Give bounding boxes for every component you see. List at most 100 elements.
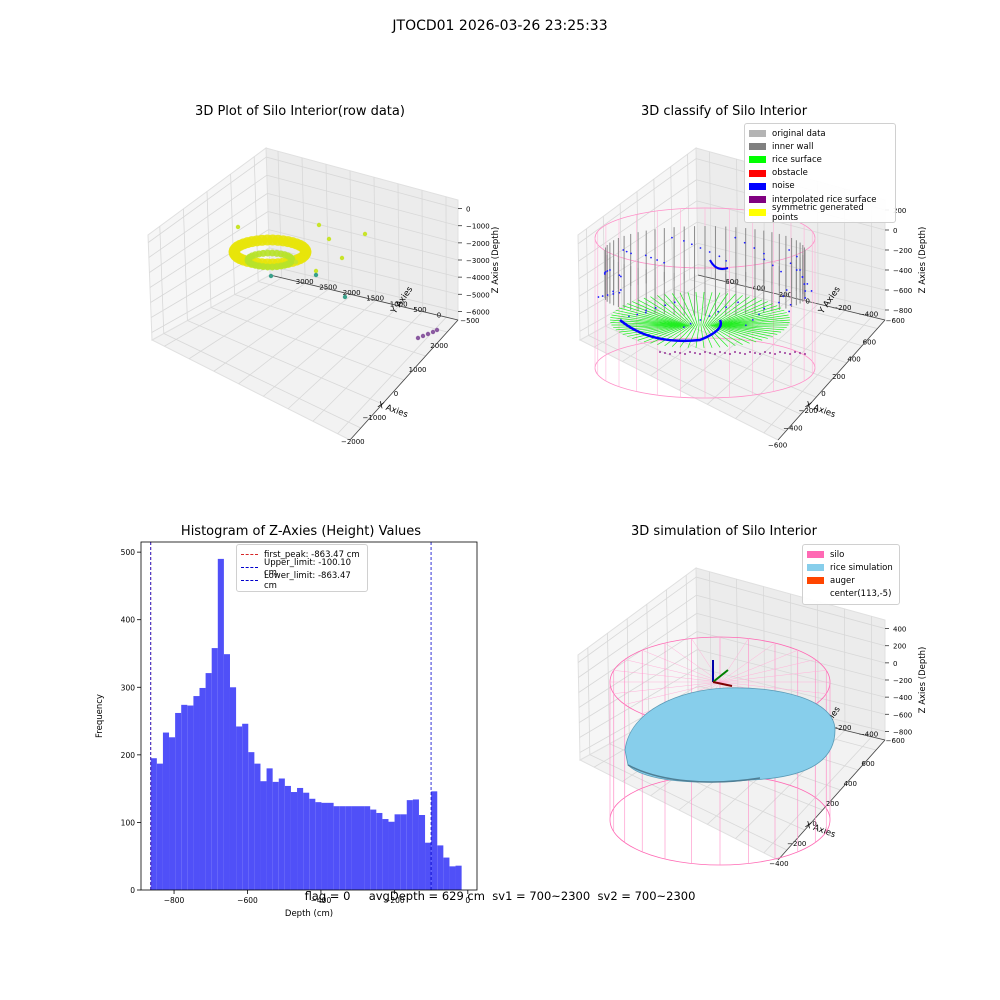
legend-item-inner-wall: inner wall (749, 140, 891, 153)
histogram-legend: first_peak: -863.47 cm Upper_limit: -100… (236, 544, 368, 592)
legend-item-original-data: original data (749, 127, 891, 140)
rice-surface-point (704, 292, 721, 326)
z-tick-label: 0 (893, 227, 897, 235)
noise-cluster (709, 259, 729, 270)
x-gridline (234, 294, 426, 357)
y-tick-label: 3000 (296, 278, 314, 286)
x-tick-label: −2000 (341, 438, 365, 446)
raw-data-point (339, 255, 345, 261)
interpolated-surface-point (804, 353, 806, 355)
rice-surface-point (707, 294, 736, 326)
y-tick-label: 400 (121, 616, 136, 625)
y-tick-label: 300 (121, 683, 136, 692)
rice-surface-point (700, 324, 705, 349)
legend-item-center: center(113,-5) (830, 589, 892, 600)
y-gridline (763, 736, 872, 854)
z-gridline (267, 211, 459, 261)
z-axis-label: Z Axies (Depth) (491, 227, 500, 294)
rice-surface-point (695, 291, 700, 326)
x-axis-line (777, 739, 886, 861)
rice-surface-point (717, 305, 778, 326)
noise-point (810, 290, 813, 292)
panel-title-simulation: 3D simulation of Silo Interior (631, 524, 817, 539)
noise-point (717, 310, 720, 313)
rice-surface-point (632, 324, 686, 339)
x-tick-label: −600 (768, 441, 787, 449)
x-tick-label: 0 (394, 390, 398, 398)
x-tick-label: −800 (164, 896, 185, 905)
noise-point (663, 261, 666, 264)
x-tick-label: −600 (237, 896, 258, 905)
silo-roof-wire (719, 681, 827, 694)
x-axis-label: Depth (cm) (285, 909, 333, 919)
rice-surface-point (717, 307, 782, 326)
y-gridline (593, 277, 712, 348)
z-tick-label: 200 (893, 643, 906, 651)
z-tick-label: −200 (893, 247, 912, 255)
noise-point (778, 301, 780, 304)
y-gridline (164, 277, 282, 347)
y-gridline (735, 310, 846, 419)
rice-surface-point (719, 322, 790, 326)
histogram-bar (382, 819, 389, 890)
rice-surface-point (650, 324, 690, 344)
x-tick-label: 0 (821, 390, 825, 398)
x-gridline (210, 307, 405, 381)
z-gridline (266, 174, 459, 227)
y-tick-label: −600 (886, 317, 905, 325)
z-gridline (151, 265, 270, 333)
noise-point (699, 319, 702, 321)
y-tick-label: −200 (832, 724, 851, 732)
rice-surface-point (717, 324, 778, 335)
noise-point (804, 290, 807, 292)
histogram-bar (223, 654, 230, 890)
histogram-bar (217, 558, 224, 890)
noise-point (708, 315, 711, 317)
noise-point (609, 269, 611, 271)
x-gridline (163, 333, 361, 429)
rice-surface-point (610, 317, 681, 326)
rice-surface-point (613, 324, 681, 328)
z-tick-label: −400 (893, 694, 912, 702)
z-tick-label: 400 (893, 626, 906, 634)
rice-surface-point (618, 324, 683, 333)
noise-point (597, 296, 600, 298)
histogram-bar (315, 802, 322, 890)
noise-point (606, 270, 609, 272)
noise-point (744, 324, 747, 327)
x-gridline (586, 228, 589, 336)
z-gridline (148, 174, 268, 258)
depth-histogram: −800 −600 −400 −200 0 0 100 200 300 400 500 Depth (… (95, 541, 478, 919)
noise-point (699, 247, 702, 249)
legend-item-interpolated-rice-surface: interpolated rice surface (749, 193, 891, 206)
noise-point (734, 236, 737, 239)
rice-surface-point (657, 324, 691, 345)
interpolated-surface-point (664, 352, 666, 354)
y-tick-label: 1500 (366, 295, 384, 303)
histogram-bar (443, 857, 450, 890)
x-gridline (687, 154, 690, 280)
rice-surface-point (664, 324, 693, 347)
interpolated-surface-point (679, 352, 681, 354)
noise-cluster (619, 319, 723, 343)
noise-point (645, 309, 647, 312)
noise-point (753, 247, 756, 249)
histogram-bar (236, 726, 243, 890)
histogram-frame (140, 541, 478, 891)
panel-title-classify: 3D classify of Silo Interior (640, 104, 808, 119)
histogram-bar (254, 763, 261, 890)
interpolated-surface-point (724, 352, 726, 354)
noise-point (801, 276, 804, 278)
rice-surface-point (719, 314, 789, 326)
histogram-bar (418, 814, 426, 890)
noise-point (644, 311, 647, 314)
z-gridline (579, 667, 698, 738)
rice-surface-point (664, 294, 693, 326)
raw-data-point (313, 268, 319, 274)
noise-point (763, 252, 765, 255)
y-tick-label: 2000 (343, 289, 361, 297)
noise-point (789, 303, 792, 306)
rice-surface-point (709, 295, 743, 326)
noise-point (622, 249, 625, 251)
noise-point (689, 322, 692, 325)
